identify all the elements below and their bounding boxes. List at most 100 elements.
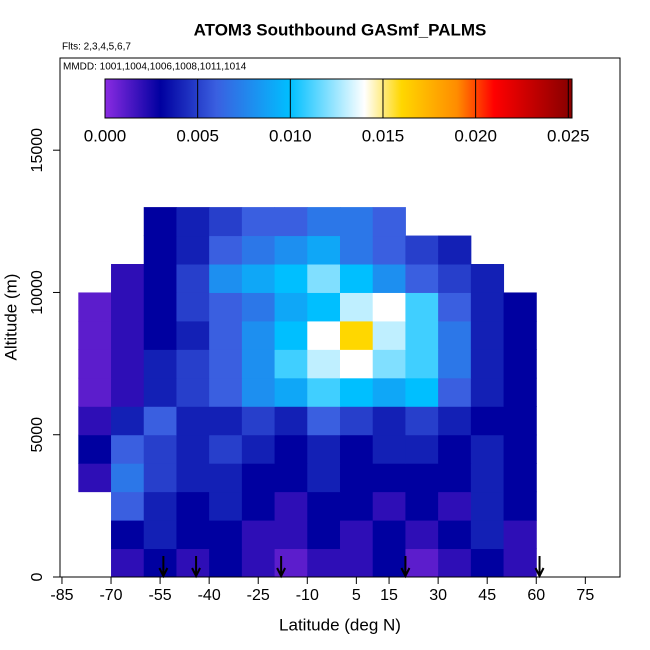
heat-cell <box>372 377 406 407</box>
heat-cell <box>274 406 308 436</box>
colorbar-tick-label: 0.010 <box>269 126 312 145</box>
heat-cell <box>307 548 341 578</box>
heat-cell <box>340 349 374 379</box>
heat-cell <box>111 434 145 464</box>
heat-cell <box>274 377 308 407</box>
heat-cell <box>143 548 177 578</box>
heat-cell <box>307 349 341 379</box>
x-tick-label: -25 <box>247 587 270 604</box>
heat-cell <box>470 548 505 578</box>
heat-cell <box>78 434 112 464</box>
arrow <box>400 556 411 579</box>
colorbar-tick-label: 0.015 <box>362 126 405 145</box>
heat-cell <box>274 320 308 350</box>
arrow <box>158 556 169 579</box>
heat-cell <box>241 349 276 379</box>
heat-cell <box>274 235 308 265</box>
colorbar-tick-label: 0.020 <box>454 126 497 145</box>
y-axis-label: Altitude (m) <box>1 274 20 361</box>
heat-cell <box>372 207 406 237</box>
heat-cell <box>470 377 505 407</box>
heat-cell <box>274 349 308 379</box>
heat-cell <box>372 292 406 322</box>
heat-cell <box>209 491 243 521</box>
heat-cell <box>405 377 439 407</box>
heat-cell <box>307 320 341 350</box>
heat-cell <box>143 406 177 436</box>
colorbar-tick-label: 0.005 <box>176 126 219 145</box>
heat-cell <box>307 235 341 265</box>
heat-cell <box>176 377 210 407</box>
heat-cell <box>340 320 374 350</box>
heat-cell <box>438 548 472 578</box>
heat-cell <box>307 207 341 237</box>
heat-cell <box>241 548 276 578</box>
heat-cell <box>372 349 406 379</box>
y-tick-label: 0 <box>29 572 46 581</box>
heat-cell <box>241 520 276 550</box>
heat-cell <box>274 207 308 237</box>
heat-cell <box>372 406 406 436</box>
heat-cell <box>209 434 243 464</box>
heat-cell <box>111 349 145 379</box>
heat-cell <box>143 520 177 550</box>
heat-cell <box>438 264 472 293</box>
heat-cell <box>78 463 112 493</box>
heat-cell <box>111 406 145 436</box>
heat-cell <box>470 491 505 521</box>
heat-cell <box>241 406 276 436</box>
arrow <box>191 556 201 579</box>
heat-cell <box>438 520 472 550</box>
heat-cell <box>176 292 210 322</box>
heat-cell <box>340 377 374 407</box>
heat-cell <box>503 349 537 379</box>
x-tick-label: -70 <box>99 587 122 604</box>
colorbar <box>104 78 573 119</box>
heat-cell <box>438 292 472 322</box>
heat-cell <box>241 292 276 322</box>
heat-cell <box>176 491 210 521</box>
heat-cell <box>176 548 210 578</box>
heat-cell <box>111 320 145 350</box>
arrow <box>276 556 287 579</box>
arrow <box>534 556 545 579</box>
heat-cell <box>503 292 537 322</box>
heat-cell <box>274 434 308 464</box>
y-tick-label: 10000 <box>29 270 46 315</box>
heat-cell <box>372 235 406 265</box>
heat-cell <box>340 207 374 237</box>
heat-cell <box>176 349 210 379</box>
heat-cell <box>143 491 177 521</box>
heat-cell <box>470 406 505 436</box>
heat-cell <box>209 292 243 322</box>
plot-frame <box>59 57 621 578</box>
heat-cell <box>209 463 243 493</box>
chart-title: ATOM3 Southbound GASmf_PALMS <box>194 20 487 39</box>
heat-cell <box>438 320 472 350</box>
heat-cell <box>470 349 505 379</box>
heat-cell <box>340 406 374 436</box>
heat-cell <box>111 491 145 521</box>
heat-cell <box>405 264 439 293</box>
x-axis-label: Latitude (deg N) <box>279 615 401 634</box>
heat-cell <box>241 207 276 237</box>
heat-cell <box>470 434 505 464</box>
heat-cell <box>307 491 341 521</box>
heat-cell <box>405 292 439 322</box>
heat-cell <box>340 235 374 265</box>
heat-cell <box>143 434 177 464</box>
heat-cell <box>438 491 472 521</box>
heat-cell <box>307 463 341 493</box>
heat-cell <box>340 264 374 293</box>
heat-cell <box>176 207 210 237</box>
heat-cell <box>143 292 177 322</box>
heat-cell <box>438 463 472 493</box>
colorbar-tick-label: 0.025 <box>547 126 590 145</box>
heat-cell <box>209 235 243 265</box>
heat-cell <box>241 264 276 293</box>
heat-cell <box>405 548 439 578</box>
heat-cell <box>307 264 341 293</box>
x-tick-label: -55 <box>149 587 172 604</box>
heat-cell <box>307 520 341 550</box>
heat-cell <box>241 235 276 265</box>
